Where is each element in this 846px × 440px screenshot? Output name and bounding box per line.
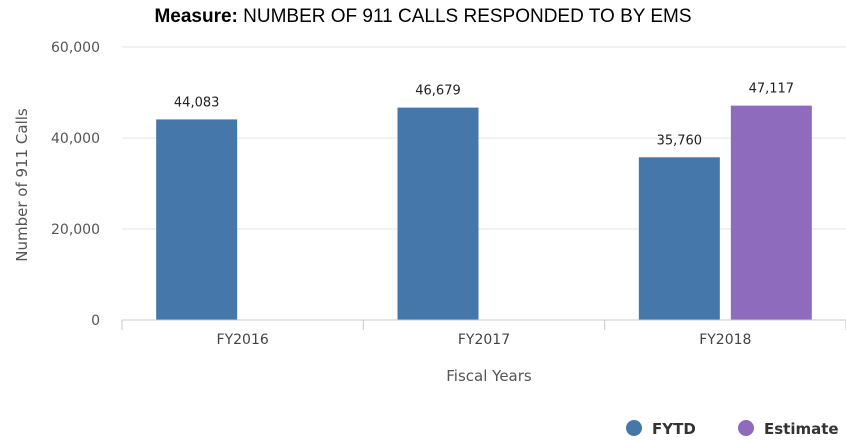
bar-estimate-fy2018[interactable] [730, 105, 812, 321]
bar-fytd-fy2016[interactable] [156, 119, 238, 320]
y-tick-label: 60,000 [51, 40, 100, 56]
y-tick-labels: 0 20,000 40,000 60,000 [51, 40, 100, 329]
bars: 44,083 46,679 35,760 47,117 [156, 82, 812, 321]
measure-label: Measure: [154, 6, 238, 27]
y-tick-label: 20,000 [51, 222, 100, 238]
legend-label-estimate[interactable]: Estimate [764, 420, 839, 438]
x-axis: FY2016 FY2017 FY2018 [121, 319, 846, 348]
chart-title: Measure: NUMBER OF 911 CALLS RESPONDED T… [0, 6, 846, 28]
legend-label-fytd[interactable]: FYTD [652, 420, 696, 438]
gridlines [122, 46, 846, 230]
legend-marker-estimate[interactable] [738, 420, 754, 436]
data-label: 46,679 [415, 84, 461, 99]
x-tick-label: FY2016 [217, 332, 269, 348]
legend: FYTD Estimate [626, 420, 839, 438]
bar-fytd-fy2018[interactable] [638, 157, 720, 320]
bar-fytd-fy2017[interactable] [397, 107, 479, 320]
y-tick-label: 0 [91, 313, 100, 329]
x-axis-title: Fiscal Years [446, 367, 532, 385]
y-axis-title: Number of 911 Calls [13, 108, 31, 262]
data-label: 47,117 [749, 82, 795, 97]
x-tick-label: FY2017 [458, 332, 510, 348]
measure-text: NUMBER OF 911 CALLS RESPONDED TO BY EMS [243, 6, 692, 27]
y-tick-label: 40,000 [51, 131, 100, 147]
x-tick-label: FY2018 [699, 332, 751, 348]
legend-marker-fytd[interactable] [626, 420, 642, 436]
data-label: 44,083 [174, 95, 220, 110]
data-label: 35,760 [657, 133, 703, 148]
